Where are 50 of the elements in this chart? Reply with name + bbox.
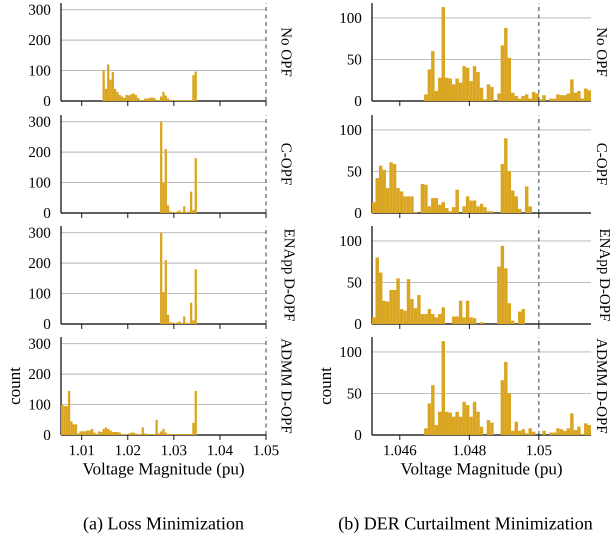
y-tick-label: 0: [44, 96, 50, 106]
y-tick-label: 50: [348, 388, 362, 399]
y-tick-label: 300: [29, 116, 50, 127]
y-tick-label: 100: [30, 288, 50, 299]
y-tick-label: 300: [29, 4, 50, 15]
y-tick-label: 0: [44, 318, 50, 330]
y2-axis-title: ENApp D-OPF: [281, 228, 295, 321]
y-tick-label: 0: [44, 208, 50, 218]
y2-axis-title: No OPF: [596, 28, 607, 76]
y-tick-label: 200: [28, 258, 50, 268]
y-tick-label: 100: [340, 236, 362, 246]
y-tick-label: 100: [30, 177, 50, 188]
x-tick-label: 1.046: [384, 445, 416, 456]
x-tick-label: 1.05: [527, 445, 552, 456]
y2-axis-title: C-OPF: [281, 143, 292, 185]
y-tick-label: 100: [30, 399, 50, 410]
y2-axis-title: ADMM D-OPF: [596, 338, 607, 434]
y-tick-label: 300: [29, 228, 50, 238]
y-tick-label: 50: [348, 166, 362, 177]
y2-axis-title: No OPF: [281, 28, 292, 76]
y-tick-label: 0: [354, 208, 362, 218]
y-tick-label: 100: [340, 12, 362, 23]
y-tick-label: 100: [30, 65, 50, 76]
text: (b) DER Curtailment Minimization: [339, 516, 592, 534]
y-tick-label: 300: [29, 338, 50, 349]
x-tick-label: 1.03: [162, 445, 186, 456]
y-tick-label: 100: [340, 124, 362, 135]
y-tick-label: 200: [28, 147, 50, 158]
y2-axis-title: C-OPF: [596, 143, 607, 185]
y-axis-title: count: [321, 367, 332, 404]
y-tick-label: 50: [348, 54, 362, 65]
x-tick-label: 1.05: [254, 445, 279, 456]
y-tick-label: 50: [348, 277, 362, 288]
x-axis-title: Voltage Magnitude (pu): [82, 462, 244, 478]
y2-axis-title: ADMM D-OPF: [281, 338, 292, 434]
y2-axis-title: ENApp D-OPF: [596, 228, 610, 321]
x-tick-label: 1.048: [454, 445, 486, 456]
y-tick-label: 0: [354, 96, 362, 106]
y-axis-title: count: [10, 367, 20, 404]
y-tick-label: 0: [354, 430, 362, 440]
y-tick-label: 100: [340, 346, 362, 357]
x-tick-label: 1.02: [116, 445, 140, 456]
x-tick-label: 1.04: [208, 445, 233, 456]
x-tick-label: 1.01: [70, 445, 94, 456]
y-tick-label: 200: [28, 35, 50, 46]
y-tick-label: 0: [44, 430, 50, 440]
text: (a) Loss Minimization: [84, 516, 244, 534]
y-tick-label: 200: [28, 369, 50, 380]
x-axis-title: Voltage Magnitude (pu): [400, 462, 562, 478]
y-tick-label: 0: [354, 318, 362, 330]
